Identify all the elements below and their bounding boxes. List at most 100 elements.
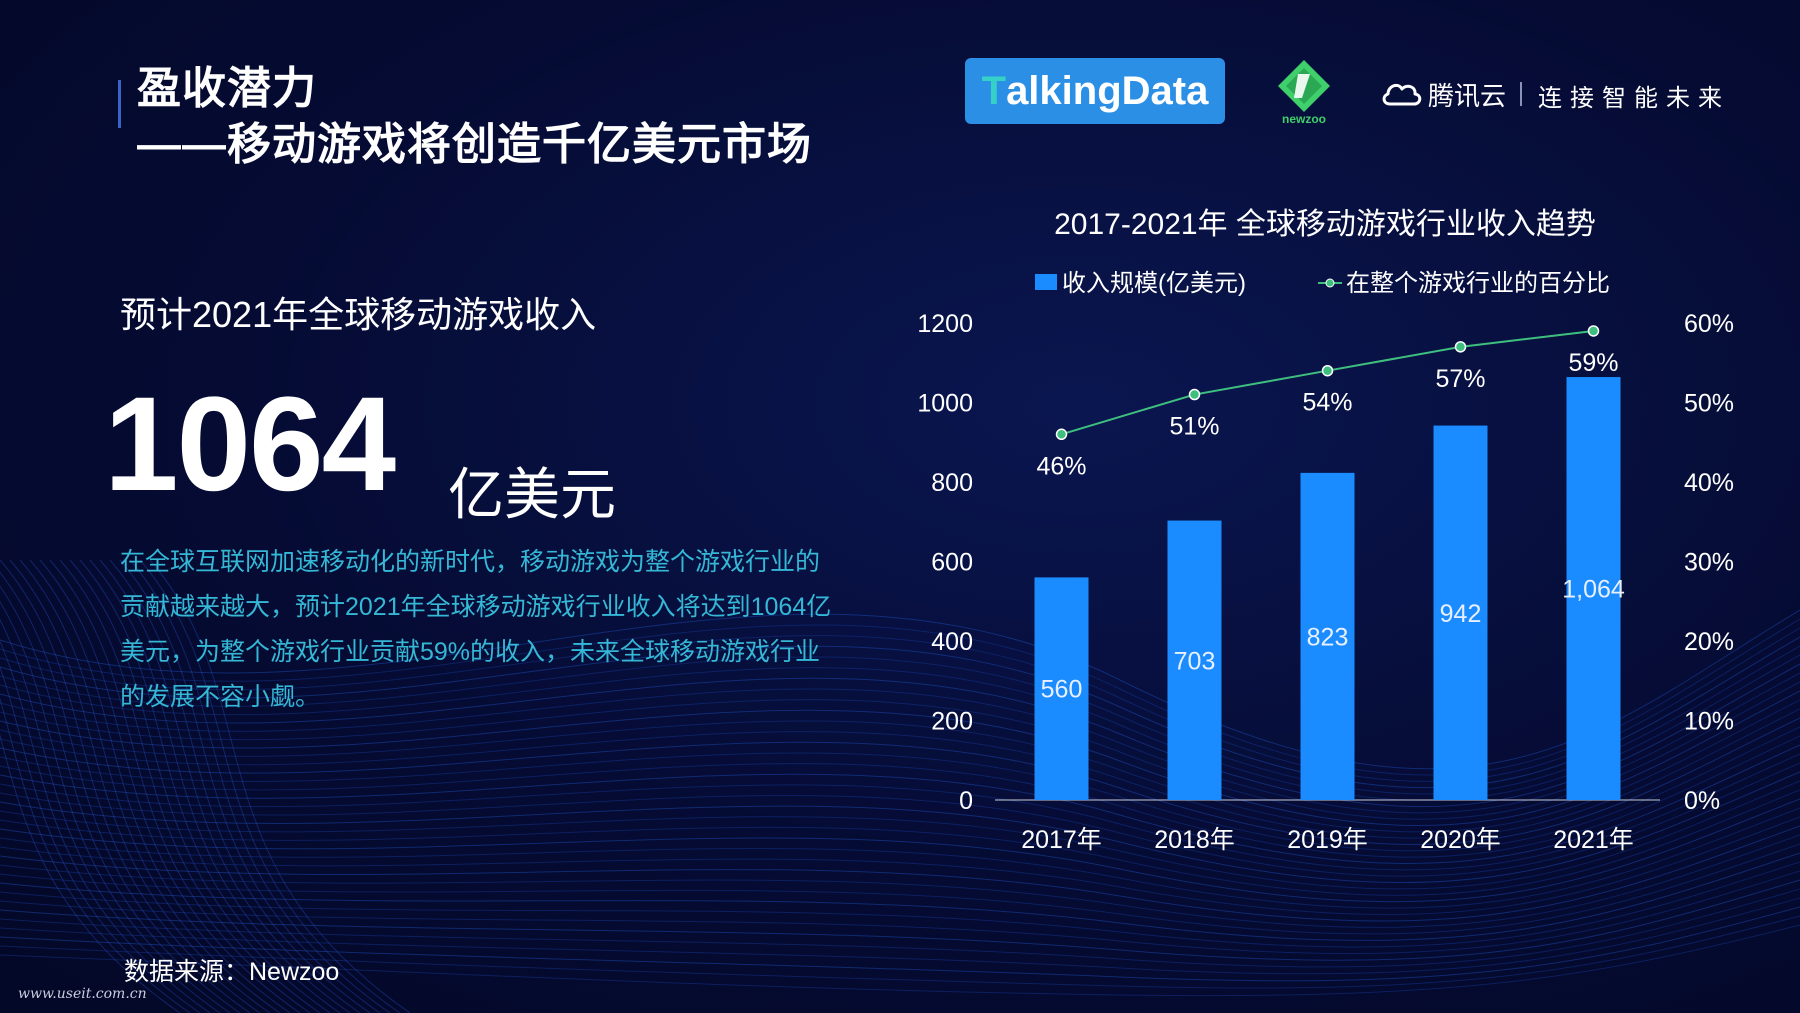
page-title-subline: ——移动游戏将创造千亿美元市场 [137,120,812,169]
wave-line [0,640,211,1013]
wave-line [0,753,1800,871]
y-left-tick-label: 1000 [917,390,973,418]
wave-line [0,571,251,1013]
wave-line [0,924,1800,997]
y-left-tick-label: 1200 [917,310,973,338]
wave-line [0,879,1800,961]
y-right-tick-label: 40% [1684,469,1734,497]
bar-value-label: 560 [1041,676,1083,704]
title-accent-bar [118,80,121,128]
percent-line [1061,329,1594,436]
wave-line [0,915,1800,989]
bar-value-label: 703 [1174,647,1216,675]
data-source: 数据来源：Newzoo [124,958,340,986]
wave-line [79,559,341,1013]
wave-line [0,870,1800,955]
wave-line [0,807,1800,909]
y-left-tick-label: 0 [959,787,973,815]
wave-line [29,559,291,1013]
wave-line [0,733,181,1013]
wave-line [109,559,371,1013]
tencent-slogan: 连接智能未来 [1538,85,1730,112]
highlight-subtitle: 预计2021年全球移动游戏收入 [120,294,597,335]
logo-divider [1520,82,1522,106]
percent-label: 57% [1435,365,1485,393]
y-right-tick-label: 0% [1684,787,1720,815]
percent-point [1188,388,1201,401]
wave-line [0,906,1800,982]
bar [1300,472,1355,800]
tencent-cloud-name: 腾讯云 [1428,81,1507,111]
y-left-tick-label: 800 [931,469,973,497]
wave-line [0,666,201,1013]
wave-line [9,559,271,1013]
chart-title: 2017-2021年 全球移动游戏行业收入趋势 [1054,208,1596,241]
wave-line [0,861,1800,948]
talkingdata-logo-text: alkingData [1006,68,1209,113]
newzoo-logo-icon [1278,60,1330,112]
x-tick-label: 2019年 [1287,826,1368,854]
wave-line [119,559,381,1013]
wave-line [139,559,401,1013]
wave-line [0,771,1800,884]
legend-bar-label: 收入规模(亿美元) [1062,270,1246,297]
wave-line [0,852,1800,941]
wave-line [0,601,231,1013]
bar-value-label: 942 [1440,600,1482,628]
percent-label: 51% [1169,413,1219,441]
wave-line [0,816,1800,916]
wave-line [0,780,1800,890]
y-left-tick-label: 600 [931,549,973,577]
wave-line [0,585,241,1013]
y-right-tick-label: 50% [1684,390,1734,418]
highlight-unit: 亿美元 [448,463,616,526]
wave-line [89,559,351,1013]
x-tick-label: 2018年 [1154,826,1235,854]
wave-line [49,559,311,1013]
highlight-number: 1064 [104,370,396,519]
legend-line-label: 在整个游戏行业的百分比 [1346,270,1610,297]
wave-line [0,798,1800,903]
wave-line [0,789,1800,896]
talkingdata-logo-mark: T [981,68,1007,113]
wave-line [69,559,331,1013]
wave-line [0,697,191,1013]
bar [1034,577,1089,800]
wave-line [129,559,391,1013]
wave-line [0,559,261,1013]
y-right-tick-label: 10% [1684,708,1734,736]
wave-line [0,888,1800,968]
wave-line [0,825,1800,922]
bar [1566,377,1621,800]
percent-label: 46% [1036,452,1086,480]
wave-line [0,619,221,1013]
percent-label: 54% [1302,389,1352,417]
x-tick-label: 2021年 [1553,826,1634,854]
wave-line [39,559,301,1013]
y-right-tick-label: 20% [1684,628,1734,656]
wave-line [0,843,1800,935]
legend-line-marker [1325,278,1335,288]
page-title: 盈收潜力 [137,64,317,113]
bar-value-label: 1,064 [1562,576,1625,604]
y-right-tick-label: 60% [1684,310,1734,338]
wave-line [19,559,281,1013]
bar-value-label: 823 [1307,623,1349,651]
percent-point [1321,364,1334,377]
x-tick-label: 2020年 [1420,826,1501,854]
cloud-icon [1382,83,1422,106]
wave-line [0,897,1800,975]
percent-label: 59% [1568,349,1618,377]
percent-point [1454,341,1467,353]
wave-line [0,834,1800,928]
y-right-tick-label: 30% [1684,549,1734,577]
wave-line [59,559,321,1013]
newzoo-logo-text: newzoo [1282,112,1326,126]
percent-point [1587,325,1600,337]
wave-line [149,559,411,1013]
y-left-tick-label: 200 [931,708,973,736]
wave-line [0,762,1800,877]
wave-line [99,559,361,1013]
